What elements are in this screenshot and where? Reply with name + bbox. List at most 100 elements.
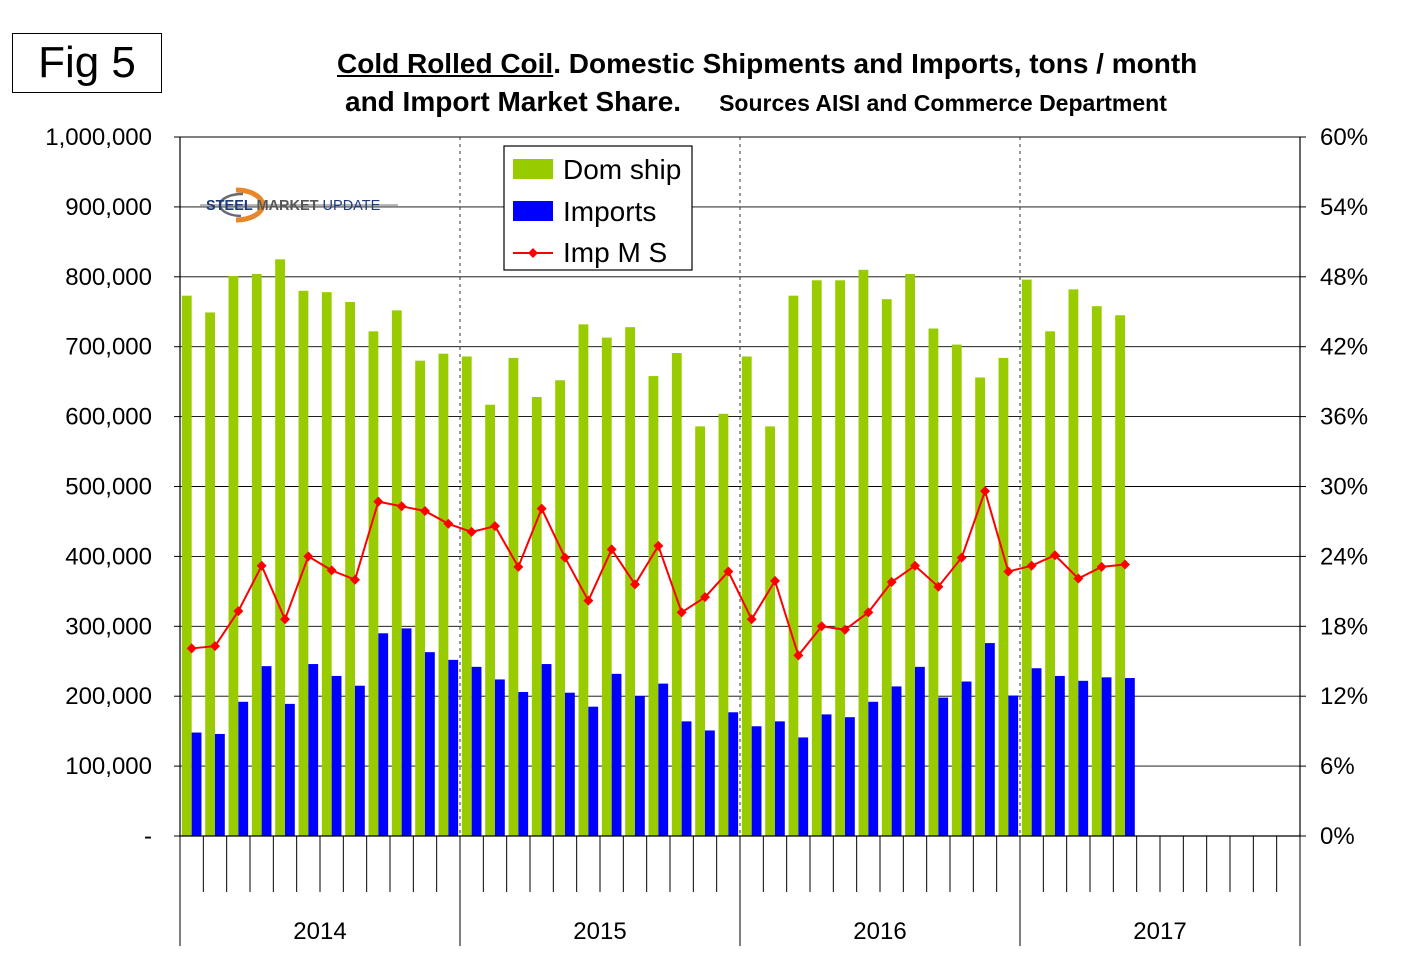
bar-imports <box>798 737 809 836</box>
bar-imports <box>868 701 879 836</box>
chart-title-line2: and Import Market Share. Sources AISI and… <box>345 86 1167 118</box>
logo-swoosh <box>235 187 266 223</box>
x-axis-year-labels: 2014 2015 2016 2017 <box>293 918 1186 945</box>
bar-dom-ship <box>508 357 519 836</box>
bar-imports <box>845 717 855 836</box>
bar-dom-ship <box>438 353 449 836</box>
y-tick-label: - <box>144 823 152 850</box>
bar-imports <box>915 666 925 836</box>
y2-tick-label: 48% <box>1320 264 1368 291</box>
chart-title-product: Cold Rolled Coil <box>337 48 554 79</box>
bar-dom-ship <box>1021 279 1032 836</box>
bar-dom-ship <box>625 327 635 836</box>
point-imp-ms <box>1003 566 1014 577</box>
y2-tick-label: 60% <box>1320 124 1368 151</box>
chart-title-rest: . Domestic Shipments and Imports, tons /… <box>553 48 1198 79</box>
bar-imports <box>425 652 435 836</box>
bar-dom-ship <box>671 352 682 836</box>
gridlines <box>180 136 1300 767</box>
bar-imports <box>378 633 389 836</box>
legend: Dom ship Imports Imp M S <box>503 145 693 271</box>
bar-imports <box>1078 680 1089 836</box>
y-tick-label: 800,000 <box>65 264 152 291</box>
point-imp-ms <box>350 574 360 585</box>
year-label: 2017 <box>1133 918 1186 945</box>
bar-imports <box>331 675 342 836</box>
bar-dom-ship <box>1045 331 1055 836</box>
bar-dom-ship <box>1068 289 1079 837</box>
y-tick-label: 600,000 <box>65 404 152 431</box>
point-imp-ms <box>676 607 687 618</box>
y2-tick-label: 24% <box>1320 543 1368 570</box>
y2-tick-label: 42% <box>1320 334 1368 361</box>
bar-imports <box>448 659 459 836</box>
bar-dom-ship <box>578 324 589 836</box>
bar-imports <box>1101 677 1112 836</box>
bar-dom-ship <box>415 360 425 836</box>
point-imp-ms <box>513 561 524 572</box>
bar-dom-ship <box>1091 306 1102 837</box>
legend-label-dom-ship: Dom ship <box>563 154 681 185</box>
point-imp-ms <box>746 614 757 625</box>
bar-dom-ship <box>275 259 285 836</box>
point-imp-ms <box>280 614 290 625</box>
point-imp-ms <box>886 577 897 588</box>
bar-imports <box>985 643 995 836</box>
point-imp-ms <box>490 521 500 532</box>
y2-tick-label: 12% <box>1320 683 1368 710</box>
point-imp-ms <box>583 595 594 606</box>
point-imp-ms <box>653 540 664 551</box>
bar-dom-ship <box>905 274 915 836</box>
bar-dom-ship <box>1115 315 1125 836</box>
point-imp-ms <box>233 606 244 617</box>
point-imp-ms <box>396 501 407 512</box>
bar-dom-ship <box>741 356 752 836</box>
y-tick-label: 200,000 <box>65 683 152 710</box>
legend-label-imports: Imports <box>563 196 656 227</box>
point-imp-ms <box>1073 573 1084 584</box>
bar-dom-ship <box>648 376 659 836</box>
bar-dom-ship <box>555 380 565 836</box>
year-label: 2015 <box>573 918 626 945</box>
bar-imports <box>611 673 622 836</box>
bar-imports <box>308 664 319 836</box>
y2-tick-label: 6% <box>1320 753 1355 780</box>
bar-imports <box>658 683 669 836</box>
bar-dom-ship <box>321 292 332 837</box>
bar-imports <box>261 666 272 836</box>
logo-text-steel: STEEL <box>206 198 257 214</box>
point-imp-ms <box>466 526 477 537</box>
point-imp-ms <box>256 560 267 571</box>
bar-imports <box>751 726 762 836</box>
bar-dom-ship <box>975 377 985 836</box>
bar-imports <box>355 685 365 836</box>
y-tick-label: 1,000,000 <box>45 124 152 151</box>
point-imp-ms <box>816 621 827 632</box>
bar-dom-ship <box>228 276 239 836</box>
bar-dom-ship <box>531 397 542 836</box>
y-tick-label: 100,000 <box>65 753 152 780</box>
bar-dom-ship <box>601 337 612 836</box>
bar-imports <box>1008 695 1019 836</box>
bar-imports <box>1125 678 1135 836</box>
point-imp-ms <box>303 551 314 562</box>
bar-imports <box>238 701 249 836</box>
bar-dom-ship <box>368 331 379 836</box>
bar-dom-ship <box>998 357 1009 836</box>
y2-tick-label: 30% <box>1320 474 1368 501</box>
point-imp-ms <box>1096 561 1107 572</box>
bar-imports <box>471 666 482 836</box>
logo-swoosh-inner <box>218 192 244 218</box>
point-imp-ms <box>933 581 944 592</box>
point-imp-ms <box>863 607 874 618</box>
logo-text: STEEL MARKET UPDATE <box>206 198 381 214</box>
point-imp-ms <box>560 552 570 563</box>
point-imp-ms <box>536 503 547 514</box>
y2-tick-label: 0% <box>1320 823 1355 850</box>
bar-imports <box>775 721 785 836</box>
legend-swatch-imports <box>513 201 553 221</box>
bar-dom-ship <box>858 269 869 836</box>
bar-imports <box>821 714 832 836</box>
bar-imports <box>961 681 972 836</box>
year-label: 2016 <box>853 918 906 945</box>
